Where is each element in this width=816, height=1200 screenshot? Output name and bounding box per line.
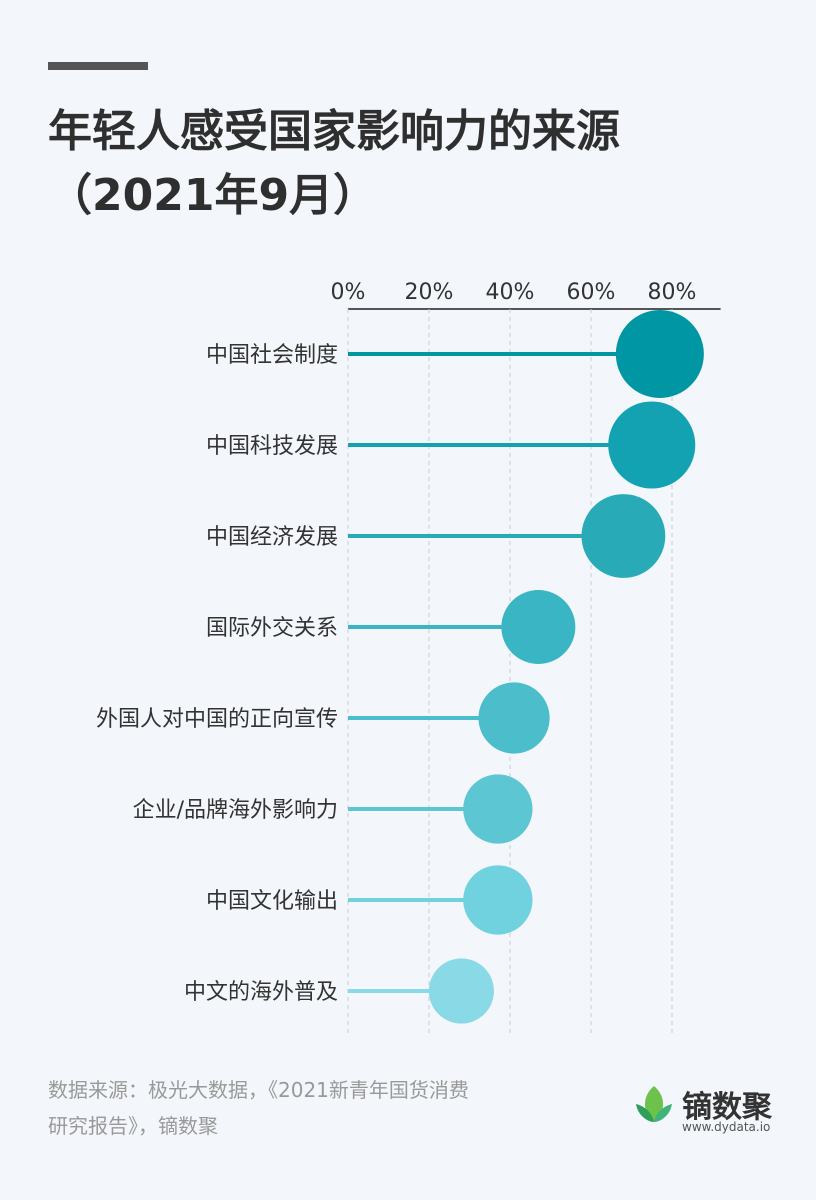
title-accent-bar [48, 62, 148, 70]
logo-name: 镝数聚 [682, 1090, 772, 1125]
brand-logo: 镝数聚 www.dydata.io [632, 1080, 802, 1140]
lollipop-dot [581, 494, 666, 578]
lollipop-dot [501, 590, 576, 664]
category-label: 中国社会制度 [206, 343, 338, 368]
lollipop-dot [428, 958, 494, 1024]
category-label: 中文的海外普及 [184, 980, 338, 1005]
lollipop-dot [608, 401, 696, 489]
x-tick-label: 40% [486, 280, 535, 305]
data-source-line-2: 研究报告》，镝数聚 [48, 1114, 218, 1138]
lollipop-dot [463, 865, 533, 935]
x-tick-label: 60% [567, 280, 616, 305]
data-source-line-1: 数据来源：极光大数据，《2021新青年国货消费 [48, 1078, 469, 1102]
category-label: 中国科技发展 [206, 434, 338, 459]
category-label: 中国文化输出 [206, 889, 338, 914]
leaf-icon [636, 1086, 672, 1122]
category-label: 企业/品牌海外影响力 [133, 798, 338, 823]
page-title: 年轻人感受国家影响力的来源 （2021年9月） [48, 100, 768, 228]
x-tick-label: 80% [648, 280, 697, 305]
category-label: 国际外交关系 [206, 616, 338, 641]
logo-url: www.dydata.io [682, 1120, 771, 1134]
x-tick-label: 0% [331, 280, 366, 305]
lollipop-dot [615, 310, 704, 398]
lollipop-chart: 0% 20% 40% 60% 80% 中国社会制度中国科技发展中国经济发展国际外交关系外国… [96, 280, 721, 1035]
lollipop-dot [463, 774, 533, 844]
x-tick-label: 20% [405, 280, 454, 305]
data-source: 数据来源：极光大数据，《2021新青年国货消费 研究报告》，镝数聚 [48, 1072, 608, 1144]
category-label: 外国人对中国的正向宣传 [96, 707, 338, 732]
title-line-2: （2021年9月） [48, 170, 378, 221]
lollipop-dot [478, 682, 550, 754]
category-label: 中国经济发展 [206, 525, 338, 550]
title-line-1: 年轻人感受国家影响力的来源 [48, 106, 620, 157]
